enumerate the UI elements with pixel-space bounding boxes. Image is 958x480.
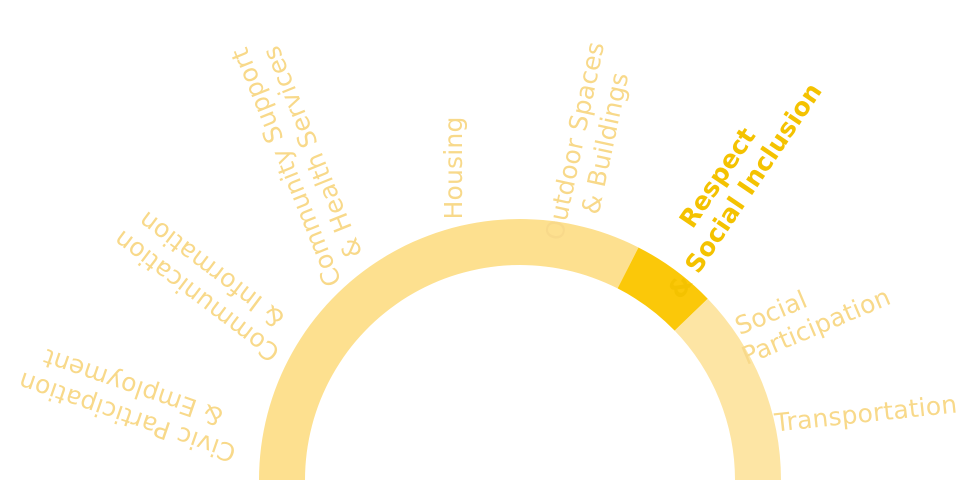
ring-segment-left[interactable] bbox=[259, 218, 639, 480]
ring bbox=[259, 218, 781, 480]
label-housing-line1: Housing bbox=[439, 116, 468, 219]
label-civic[interactable]: Civic Participation & Employment bbox=[7, 335, 249, 468]
label-respect-line2: & Social Inclusion bbox=[662, 77, 828, 303]
label-community[interactable]: Community Support & Health Services bbox=[222, 25, 375, 291]
label-communication[interactable]: Communication & Information bbox=[102, 196, 303, 368]
label-housing[interactable]: Housing bbox=[439, 116, 468, 219]
ring-segment-respect[interactable] bbox=[617, 247, 708, 331]
label-transportation[interactable]: Transportation bbox=[772, 390, 958, 438]
label-transportation-line1: Transportation bbox=[772, 390, 958, 438]
ring-segment-right[interactable] bbox=[674, 298, 781, 480]
label-outdoor[interactable]: Outdoor Spaces & Buildings bbox=[540, 31, 641, 249]
label-social[interactable]: Social Participation bbox=[726, 254, 895, 371]
